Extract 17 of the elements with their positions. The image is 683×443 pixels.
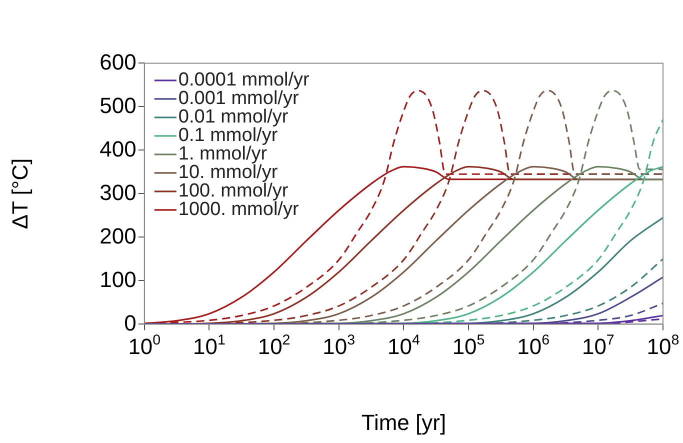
y-tick-label: 500: [100, 92, 136, 118]
legend-label: 100. mmol/yr: [178, 180, 289, 202]
y-tick-label: 100: [100, 266, 136, 292]
legend-label: 0.01 mmol/yr: [178, 106, 289, 128]
y-tick-label: 0: [124, 310, 136, 336]
y-tick-label: 200: [100, 223, 136, 248]
legend-label: 0.0001 mmol/yr: [178, 70, 310, 91]
y-tick-label: 600: [100, 49, 136, 74]
legend-label: 10. mmol/yr: [178, 162, 278, 184]
y-tick-label: 400: [100, 136, 136, 162]
y-axis-title: ΔT [°C]: [7, 158, 32, 230]
legend-label: 1. mmol/yr: [178, 144, 268, 165]
x-axis-title: Time [yr]: [361, 410, 446, 435]
legend-label: 0.1 mmol/yr: [178, 125, 278, 146]
y-tick-label: 300: [100, 180, 136, 205]
legend-label: 1000. mmol/yr: [178, 199, 300, 220]
legend-label: 0.001 mmol/yr: [178, 88, 300, 110]
